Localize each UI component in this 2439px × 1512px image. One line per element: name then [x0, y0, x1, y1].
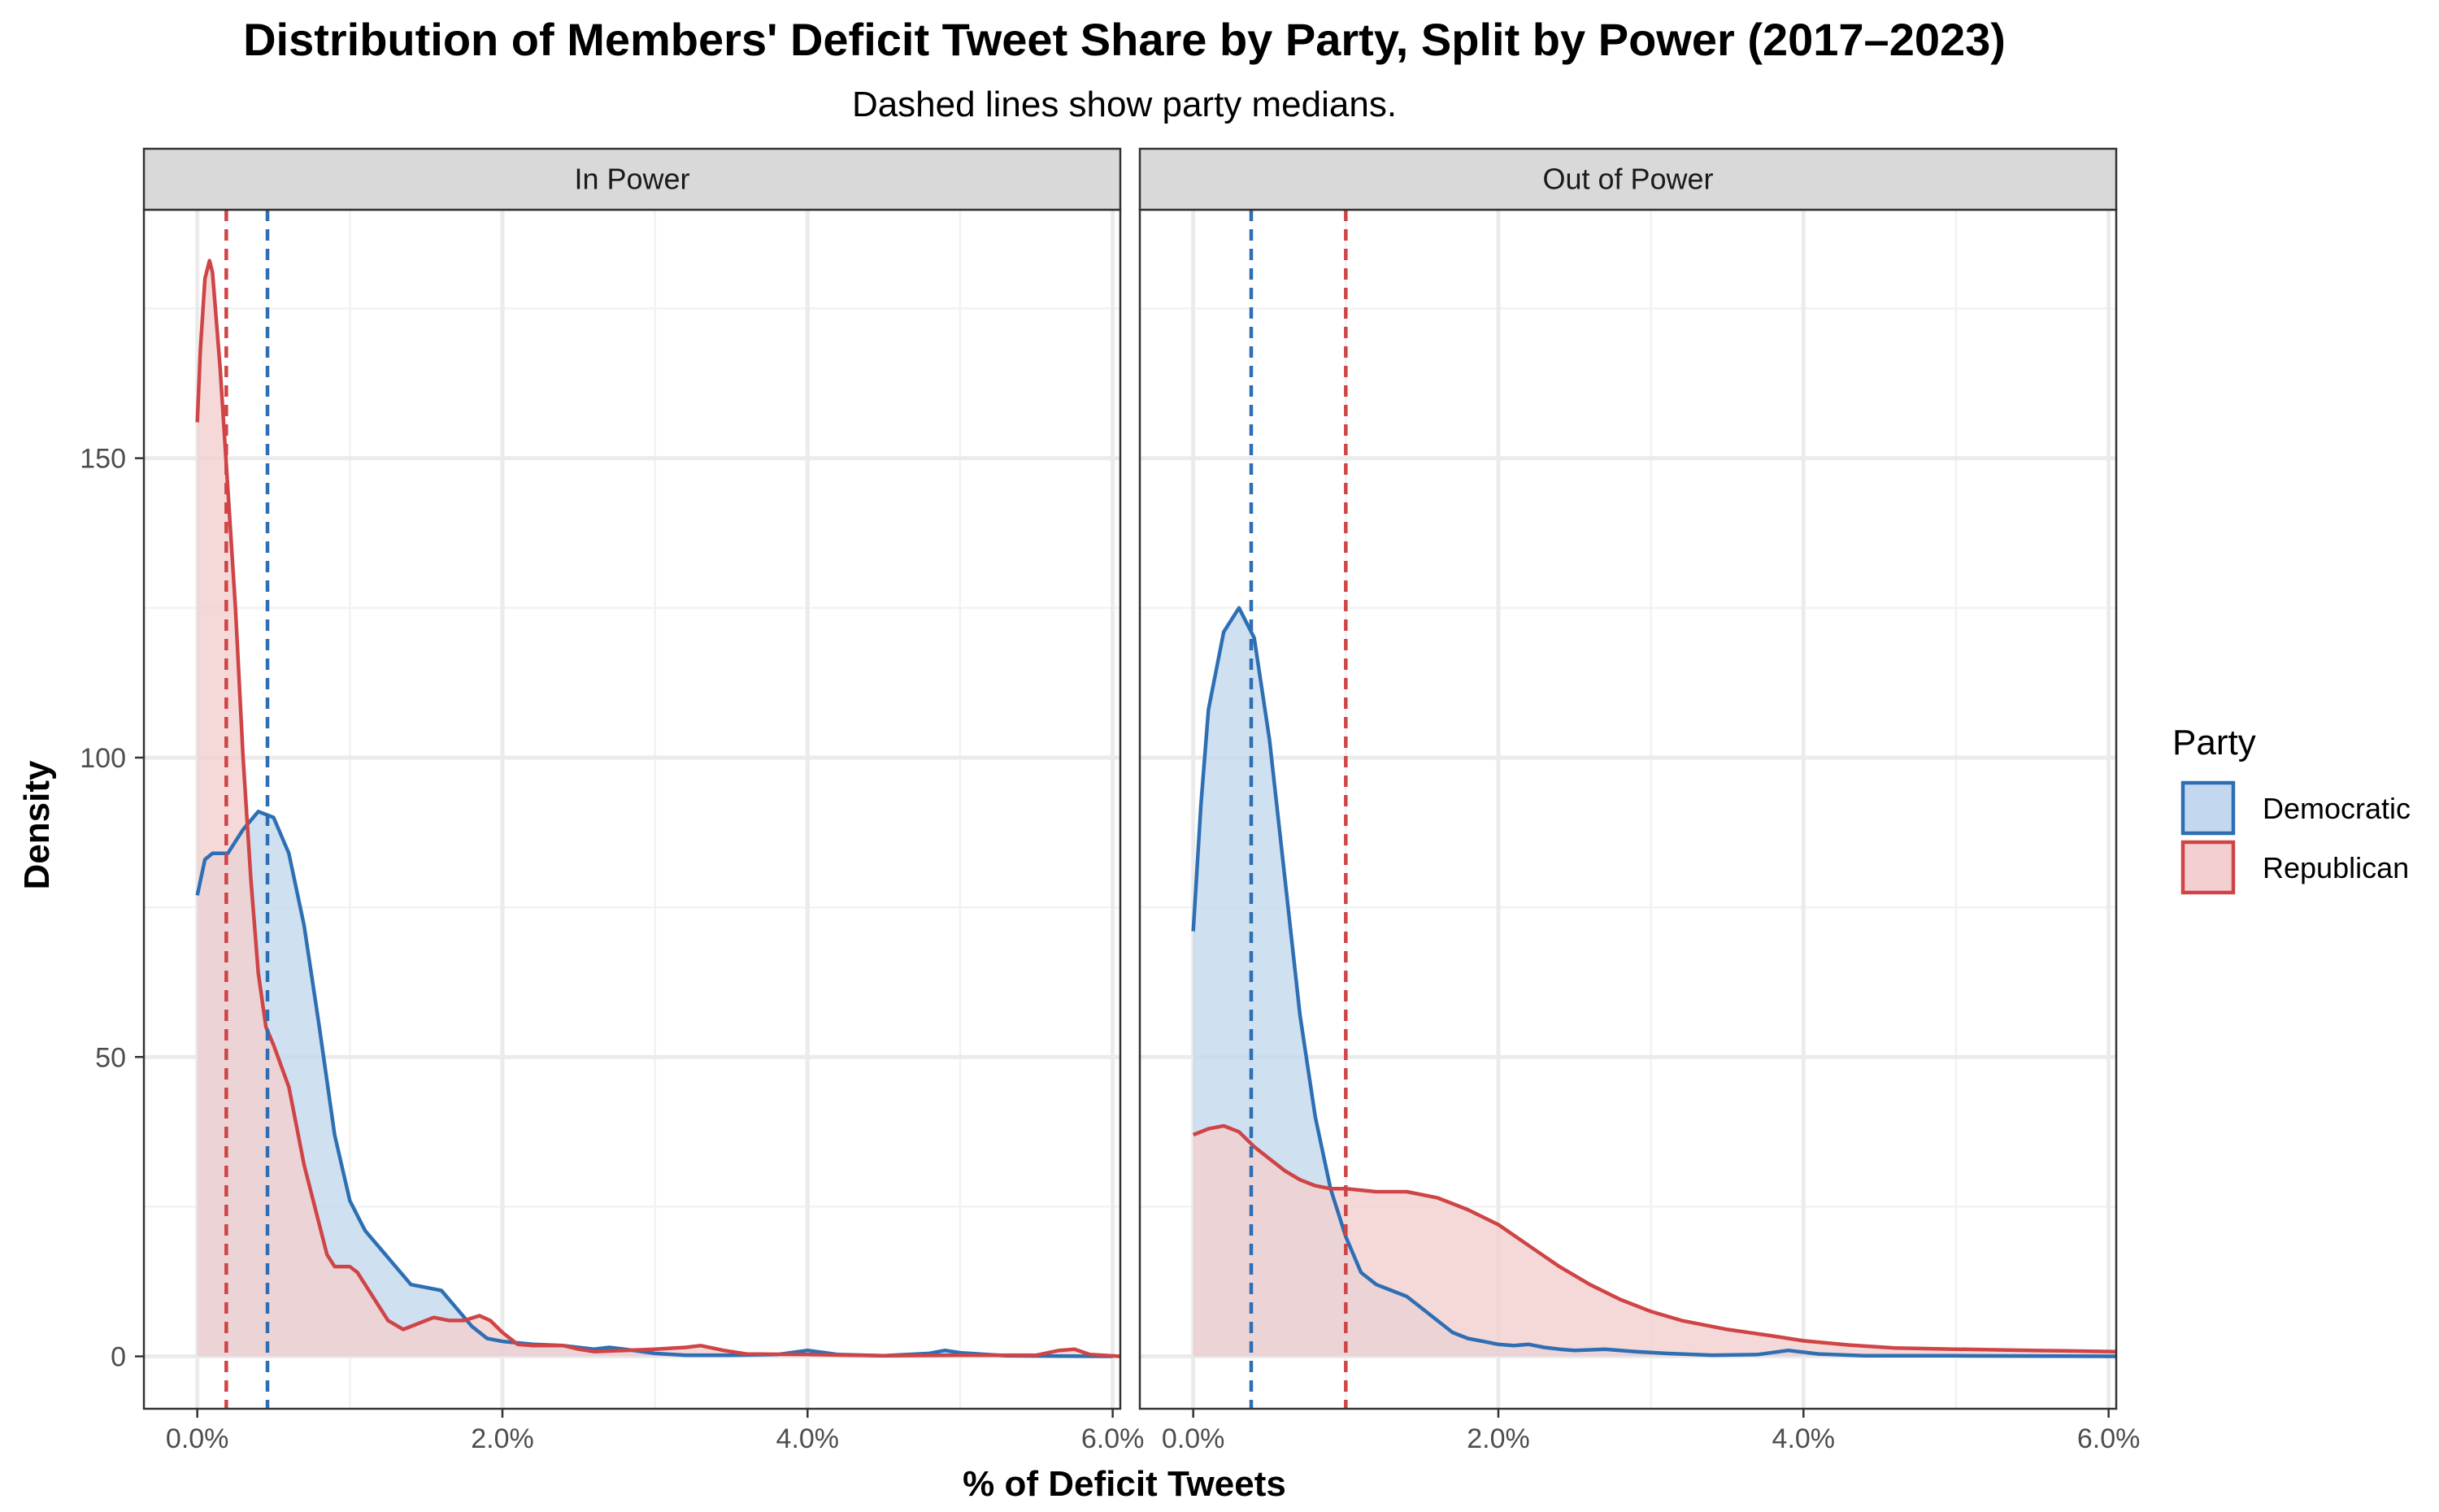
- x-tick-label: 0.0%: [1162, 1423, 1225, 1454]
- panel-out-of-power: Out of Power 0.0% 2.0% 4.0% 6.0%: [1138, 147, 2141, 1454]
- legend-key-democratic: [2180, 780, 2236, 836]
- y-tick-label: 100: [80, 743, 126, 774]
- y-tick-label: 150: [80, 444, 126, 475]
- legend-label-democratic: Democratic: [2263, 792, 2411, 825]
- x-tick-label: 2.0%: [471, 1423, 534, 1454]
- y-tick-label: 50: [95, 1042, 126, 1073]
- legend: Party Democratic Republican: [2172, 723, 2411, 895]
- facet-strip-label: Out of Power: [1542, 163, 1713, 196]
- chart-title: Distribution of Members' Deficit Tweet S…: [243, 14, 2006, 65]
- legend-entries: Democratic Republican: [2180, 780, 2411, 895]
- panel-in-power: In Power 0.0% 2.0% 4.0% 6.0% 0 50 100 150: [80, 147, 1145, 1454]
- y-tick-label: 0: [111, 1342, 126, 1373]
- x-tick-label: 2.0%: [1467, 1423, 1530, 1454]
- x-tick-label: 4.0%: [1772, 1423, 1836, 1454]
- density-line-republican: [195, 259, 1120, 1358]
- legend-entry-democratic: Democratic: [2180, 780, 2411, 836]
- density-line-republican: [1192, 1123, 2116, 1353]
- y-axis-title: Density: [17, 760, 57, 889]
- chart-subtitle: Dashed lines show party medians.: [852, 85, 1397, 124]
- facet-strip-label: In Power: [574, 163, 689, 196]
- x-tick-label: 6.0%: [1081, 1423, 1145, 1454]
- legend-label-republican: Republican: [2263, 851, 2409, 884]
- panel-plot-area: [195, 210, 1120, 1409]
- density-area-republican: [197, 260, 1120, 1357]
- facet-strip: [1138, 147, 2118, 211]
- density-area-republican: [1193, 1126, 2116, 1357]
- facet-panels: In Power 0.0% 2.0% 4.0% 6.0% 0 50 100 150 Out of …: [80, 147, 2141, 1454]
- x-tick-label: 4.0%: [776, 1423, 840, 1454]
- x-axis-title: % of Deficit Tweets: [963, 1464, 1286, 1504]
- facet-strip: [142, 147, 1122, 211]
- legend-entry-republican: Republican: [2180, 840, 2409, 895]
- legend-key-republican: [2180, 840, 2236, 895]
- x-tick-label: 6.0%: [2077, 1423, 2141, 1454]
- density-line-democratic: [1191, 606, 2116, 1358]
- panel-plot-area: [1191, 210, 2116, 1409]
- x-tick-label: 0.0%: [166, 1423, 229, 1454]
- legend-title: Party: [2172, 723, 2256, 763]
